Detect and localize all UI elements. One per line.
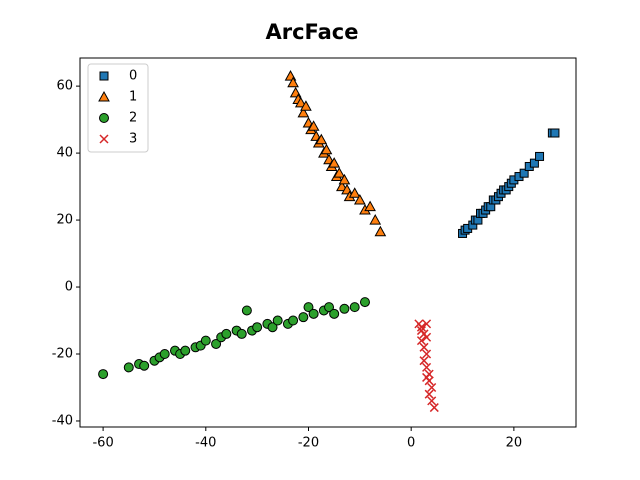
point xyxy=(241,305,252,316)
point xyxy=(298,312,309,323)
point xyxy=(419,356,429,366)
point xyxy=(369,214,382,225)
point xyxy=(422,319,432,329)
point xyxy=(297,106,310,118)
legend-label: 2 xyxy=(129,111,137,126)
point xyxy=(353,193,366,205)
point xyxy=(329,308,340,319)
point xyxy=(236,328,247,339)
legend-box xyxy=(87,63,149,153)
point xyxy=(333,167,346,178)
point xyxy=(211,338,222,349)
point xyxy=(529,158,539,168)
point xyxy=(339,303,350,314)
point xyxy=(123,362,134,373)
point xyxy=(429,403,439,413)
point xyxy=(288,315,299,326)
point xyxy=(427,396,437,406)
legend-marker xyxy=(98,90,110,102)
point xyxy=(272,315,283,326)
point xyxy=(328,157,341,168)
legend-label: 3 xyxy=(129,132,137,147)
x-tick-label: 0 xyxy=(407,436,415,451)
point xyxy=(427,382,437,393)
point xyxy=(364,200,376,212)
y-tick-label: -20 xyxy=(52,347,73,362)
y-tick-label: 0 xyxy=(65,280,73,295)
point xyxy=(200,335,211,346)
point xyxy=(422,349,432,359)
point xyxy=(419,342,429,352)
point xyxy=(338,173,351,185)
point xyxy=(303,302,314,313)
legend-marker xyxy=(99,113,109,123)
x-tick-label: 20 xyxy=(506,436,523,451)
point xyxy=(315,133,328,145)
point xyxy=(300,100,312,111)
point xyxy=(324,302,335,313)
point xyxy=(374,225,387,237)
point xyxy=(287,76,299,88)
point xyxy=(308,308,319,319)
point xyxy=(519,168,529,178)
point xyxy=(320,143,333,155)
y-tick-label: 60 xyxy=(56,79,73,94)
chart-title: ArcFace xyxy=(265,20,358,44)
point xyxy=(535,151,545,161)
legend-marker xyxy=(99,134,109,144)
x-tick-label: -60 xyxy=(92,436,113,451)
legend-marker xyxy=(99,71,109,81)
point xyxy=(139,360,150,371)
point xyxy=(159,349,170,360)
legend-label: 0 xyxy=(129,69,137,84)
point xyxy=(422,332,432,342)
point xyxy=(416,322,426,332)
point xyxy=(422,362,432,372)
point xyxy=(294,96,307,108)
y-tick-label: -40 xyxy=(52,413,73,428)
point xyxy=(359,297,370,308)
y-tick-label: 20 xyxy=(56,213,73,228)
point xyxy=(349,302,360,313)
point xyxy=(180,345,191,356)
point xyxy=(98,369,109,380)
point xyxy=(267,322,278,333)
legend-label: 1 xyxy=(129,90,137,105)
point xyxy=(221,328,232,339)
point xyxy=(424,389,434,399)
point xyxy=(550,128,560,138)
x-tick-label: -20 xyxy=(298,436,319,451)
plot-frame xyxy=(79,57,577,428)
point xyxy=(424,376,434,386)
point xyxy=(307,120,320,131)
point xyxy=(252,322,263,333)
point xyxy=(336,180,348,192)
y-tick-label: 40 xyxy=(56,146,73,161)
point xyxy=(348,187,361,198)
point xyxy=(416,336,426,346)
x-tick-label: -40 xyxy=(195,436,216,451)
point xyxy=(416,326,426,336)
